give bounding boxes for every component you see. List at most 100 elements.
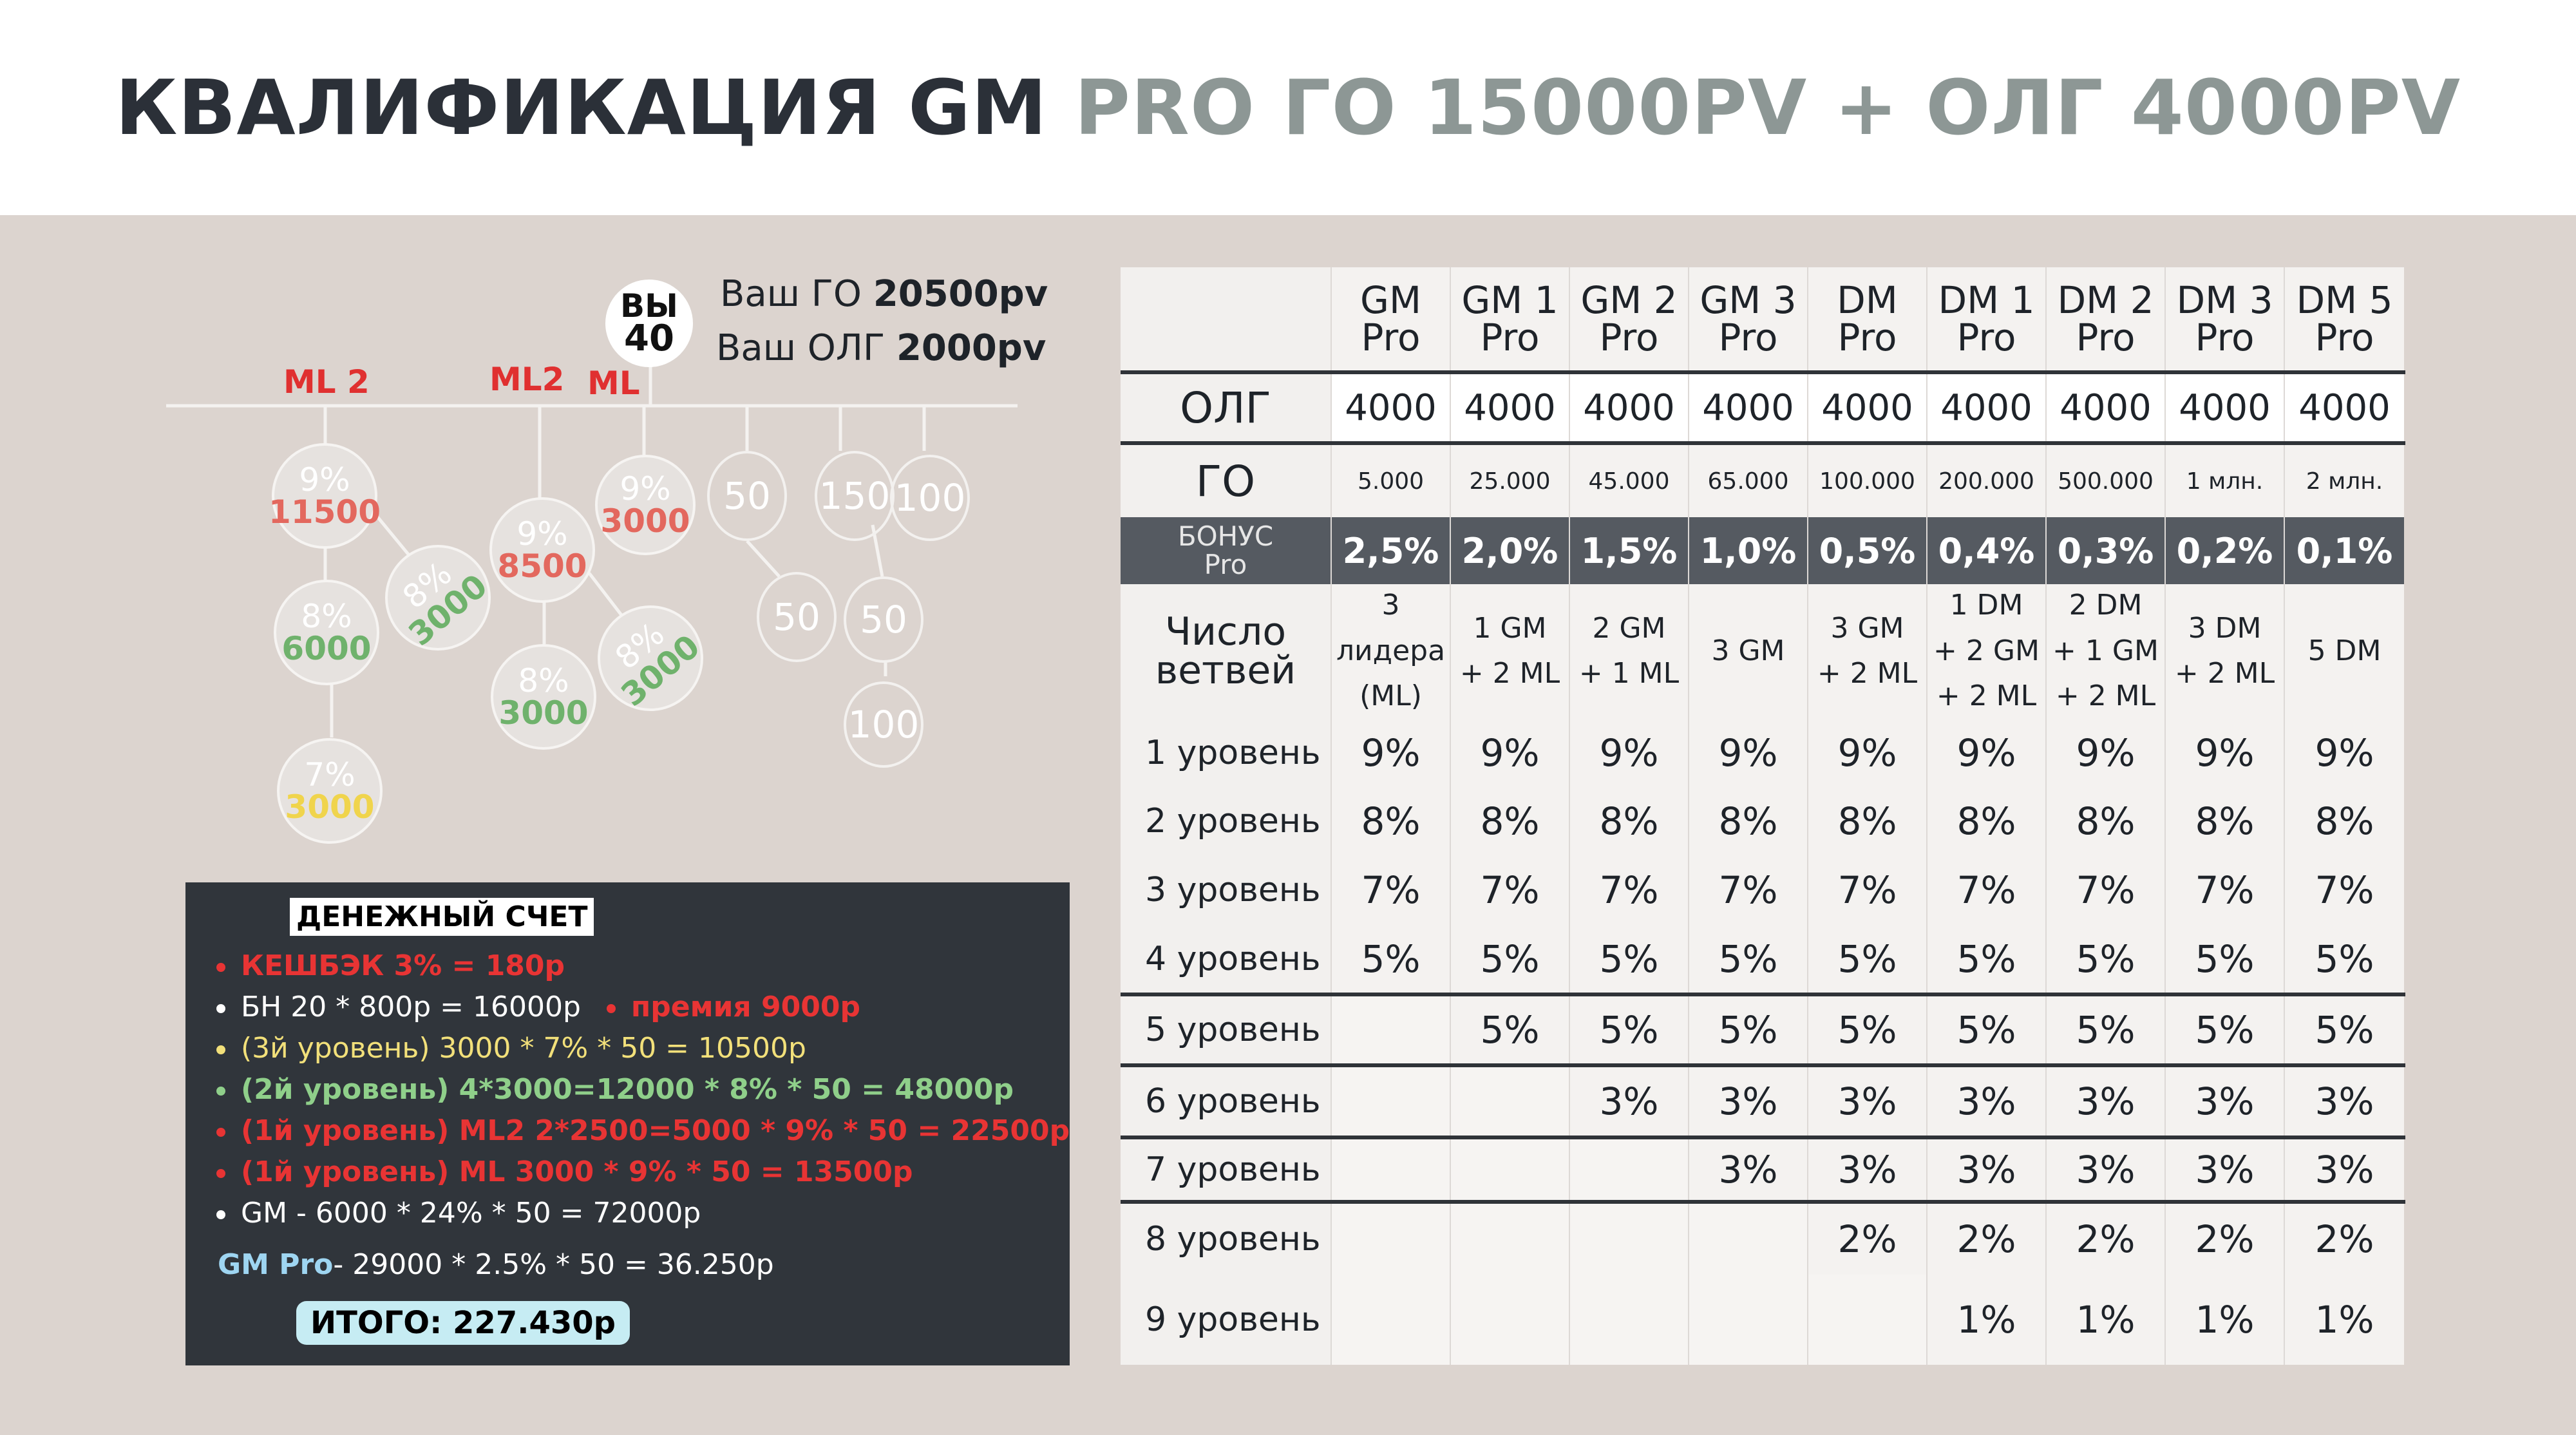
cell-value: 5% [2195, 937, 2255, 981]
column-header: GM Pro [1332, 267, 1451, 370]
cell-value: 4000 [1702, 386, 1794, 429]
cell-value: 3% [1956, 1079, 2016, 1123]
table-cell: 3% [1570, 1067, 1689, 1136]
money-line-gm: GM - 6000 * 24% * 50 = 72000р [216, 1197, 701, 1230]
money-line-level1-ml2: (1й уровень) ML2 2*2500=5000 * 9% * 50 =… [216, 1114, 1070, 1147]
money-line-text: БН 20 * 800р = 16000р [241, 991, 581, 1023]
column-header-text: GM [1360, 278, 1421, 322]
table-cell: 3 GM + 2 ML [1808, 584, 1927, 718]
cell-value: 2% [1837, 1217, 1897, 1261]
cell-value: 7% [1361, 868, 1421, 912]
table-cell: 45.000 [1570, 445, 1689, 517]
cell-value: 65.000 [1707, 468, 1789, 495]
tree-node-hollow-2: 150 [815, 451, 895, 541]
table-cell: 3% [1927, 1139, 2047, 1200]
table-row: ОЛГ 4000 4000 4000 4000 4000 4000 4000 4000 4000 [1121, 370, 2405, 441]
table-cell [1332, 1275, 1451, 1365]
money-line-text: (3й уровень) 3000 * 7% * 50 = 10500р [241, 1032, 806, 1065]
cell-value: 5% [1718, 937, 1778, 981]
money-account-title: ДЕНЕЖНЫЙ СЧЕТ [290, 898, 594, 936]
column-header: DM 2 Pro [2047, 267, 2166, 370]
node-value: 8500 [497, 547, 587, 585]
table-cell: 4000 [1451, 374, 1570, 441]
gmpro-label: GM Pro [218, 1248, 334, 1281]
cell-value: 8% [1480, 799, 1540, 843]
node-value: 11500 [269, 493, 381, 531]
tree-node-5: 9% 8500 [489, 497, 595, 603]
table-cell: 7% [1689, 855, 1808, 926]
row-label: БОНУС Pro [1121, 517, 1332, 584]
row-label-text: БОНУС [1177, 520, 1274, 552]
bullet-icon [216, 1087, 225, 1096]
cell-value: 8% [2195, 799, 2255, 843]
node-value: 3000 [600, 502, 690, 540]
table-cell: 4000 [1689, 374, 1808, 441]
qualification-table: GM Pro GM 1 Pro GM 2 Pro GM 3 Pro DM Pro DM 1 Pro DM… [1121, 267, 2405, 1365]
column-header-text: DM [1837, 278, 1898, 322]
cell-value: 4000 [1464, 386, 1556, 429]
row-label-text: 2 уровень [1145, 802, 1321, 841]
tree-node-7: 8% 3000 [598, 605, 707, 714]
table-cell: 5% [1927, 996, 2047, 1063]
money-line-cashback: КЕШБЭК 3% = 180р [216, 949, 565, 982]
table-cell: 5% [1808, 996, 1927, 1063]
cell-value: 5.000 [1357, 468, 1425, 495]
row-label: Число ветвей [1121, 584, 1332, 718]
table-cell: 2% [1927, 1204, 2047, 1275]
cell-value: 0,3% [2057, 530, 2154, 571]
column-header: GM 2 Pro [1570, 267, 1689, 370]
money-line-level3: (3й уровень) 3000 * 7% * 50 = 10500р [216, 1032, 806, 1065]
table-cell: 5% [1570, 926, 1689, 993]
row-label: 6 уровень [1121, 1067, 1332, 1136]
table-cell: 3% [2285, 1139, 2404, 1200]
table-cell: 0,1% [2285, 517, 2404, 584]
cell-value: 7% [1599, 868, 1659, 912]
cell-value: 9% [2195, 731, 2255, 775]
column-header-text: GM 1 [1461, 278, 1558, 322]
you-value: 40 [624, 318, 674, 360]
cell-value: 3 [1381, 589, 1400, 622]
row-label-text: 8 уровень [1145, 1220, 1321, 1259]
cell-value: 0,2% [2176, 530, 2273, 571]
cell-value: 2 GM [1592, 611, 1666, 645]
row-label-text: 6 уровень [1145, 1082, 1321, 1121]
cell-value: 2 DM [2069, 589, 2143, 622]
column-header-text: Pro [2195, 316, 2255, 359]
table-cell: 25.000 [1451, 445, 1570, 517]
table-cell: 65.000 [1689, 445, 1808, 517]
table-cell: 2% [2166, 1204, 2285, 1275]
cell-value: 1% [2195, 1298, 2255, 1342]
column-header-text: DM 1 [1938, 278, 2035, 322]
cell-value: 3% [1956, 1148, 2016, 1192]
cell-value: 5% [1480, 1008, 1540, 1052]
table-row: 5 уровень 5% 5% 5% 5% 5% 5% 5% 5% [1121, 993, 2405, 1063]
cell-value: 5% [2315, 1008, 2374, 1052]
money-line-text: КЕШБЭК 3% = 180р [241, 949, 565, 982]
tree-node-3: 7% 3000 [277, 738, 383, 844]
column-header: DM 1 Pro [1927, 267, 2047, 370]
table-row: 8 уровень 2% 2% 2% 2% 2% [1121, 1200, 2405, 1275]
table-cell: 2% [2285, 1204, 2404, 1275]
table-cell: 0,5% [1808, 517, 1927, 584]
cell-value: 4000 [1345, 386, 1437, 429]
table-row: 2 уровень 8% 8% 8% 8% 8% 8% 8% 8% 8% [1121, 788, 2405, 855]
node-number: 50 [773, 595, 820, 639]
your-olg-value: 2000pv [896, 327, 1046, 369]
cell-value: 2% [2315, 1217, 2374, 1261]
cell-value: 3 GM [1830, 611, 1904, 645]
cell-value: 5 DM [2307, 634, 2382, 667]
cell-value: 2% [2076, 1217, 2136, 1261]
column-header: GM 1 Pro [1451, 267, 1570, 370]
cell-value: 9% [1956, 731, 2016, 775]
table-cell: 4000 [1808, 374, 1927, 441]
cell-value: 4000 [2060, 386, 2152, 429]
money-line-bonus: премия 9000р [630, 991, 860, 1023]
cell-value: 5% [1361, 937, 1421, 981]
cell-value: 1% [1956, 1298, 2016, 1342]
table-cell: 1 млн. [2166, 445, 2285, 517]
cell-value: 3% [2315, 1148, 2374, 1192]
table-cell: 0,2% [2166, 517, 2285, 584]
cell-value: 3 GM [1711, 634, 1785, 667]
row-label: ОЛГ [1121, 374, 1332, 441]
node-number: 50 [860, 598, 907, 641]
